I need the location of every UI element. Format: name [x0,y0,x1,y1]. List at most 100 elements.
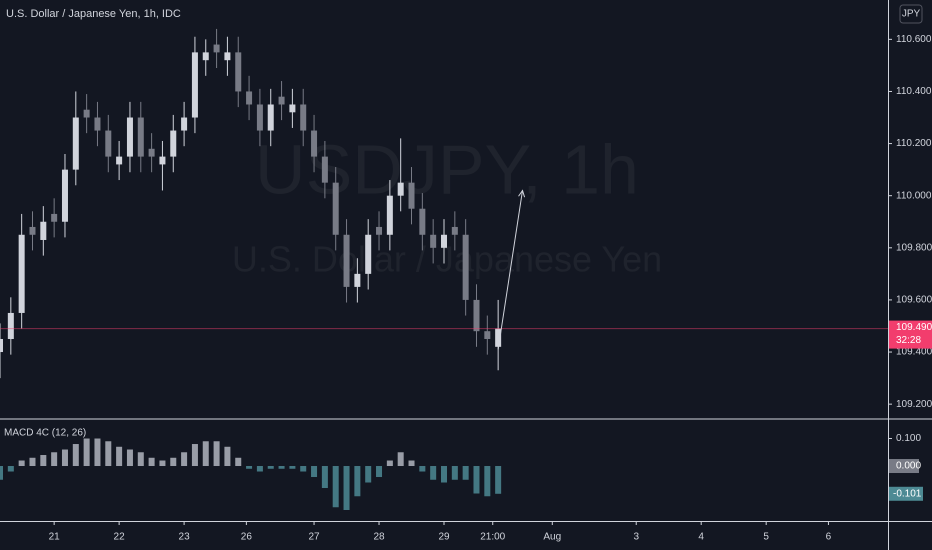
x-tick-label: 23 [179,532,191,543]
candle-body [40,221,47,240]
arrow [497,190,524,350]
macd-bar [311,466,318,478]
candle-body [300,104,307,131]
macd-title: MACD 4C (12, 26) [4,428,86,439]
x-tick-label: 21:00 [480,532,505,543]
macd-bar [289,466,296,469]
candle-body [83,109,90,118]
candle-body [321,156,328,183]
y-tick-label: 109.800 [896,242,932,253]
macd-bar [94,438,101,467]
macd-zero-tag [889,459,919,474]
y-tick-label: 110.400 [896,86,932,97]
candle-body [397,182,404,196]
candle-body [267,104,274,131]
candle-body [441,234,447,248]
macd-zero-label: 0.000 [896,461,921,472]
y-tick-label: 110.000 [896,190,932,201]
macd-bar [7,466,14,472]
x-tick-label: 6 [826,532,832,543]
candle-body [278,96,285,105]
macd-bar [181,452,188,467]
macd-bar [18,460,25,467]
macd-bar [235,457,242,467]
x-tick-label: 3 [633,532,639,543]
candle-body [29,226,36,235]
candle-body [61,169,68,222]
candle-body [419,208,426,235]
macd-bar [213,441,220,467]
macd-bar [354,466,361,497]
macd-bar [300,466,307,472]
macd-bar [170,457,177,467]
candle-body [386,195,393,235]
macd-bar [397,452,404,467]
macd-bar [441,466,447,483]
candle-body [18,234,25,313]
last-price-label: 109.490 [896,322,932,333]
macd-last-tag [889,486,923,501]
candle-body [126,117,133,157]
x-tick-label: 29 [438,532,450,543]
candle-body [451,226,458,235]
last-price-tag [889,320,932,349]
candle-body [256,104,263,131]
macd-bar [321,466,328,489]
chart-title: U.S. Dollar / Japanese Yen, 1h, IDC [6,8,181,20]
macd-bar [473,466,480,494]
x-tick-label: Aug [543,532,561,543]
candle-body [332,182,339,235]
macd-bar [202,441,209,467]
y-tick-label: 110.600 [896,34,932,45]
candle-body [462,234,469,300]
candle-body [170,130,177,157]
y-tick-label: 109.400 [896,347,932,358]
macd-last-label: -0.101 [893,488,922,499]
candle-body [7,312,14,340]
macd-bar [61,449,68,467]
countdown: 32:28 [896,335,921,346]
candle-body [116,156,123,165]
macd-bar [105,441,112,467]
candle-body [311,130,318,157]
x-tick-label: 22 [114,532,126,543]
macd-bar [278,466,285,469]
macd-bar [462,466,469,480]
y-tick-label: 110.200 [896,138,932,149]
arrow-head [518,189,526,198]
macd-bar [40,455,47,467]
currency[interactable]: JPY [902,9,921,20]
candle-body [495,328,502,347]
candle-body [343,234,350,287]
candle-body [0,339,3,353]
macd-bar [137,452,144,467]
macd-bar [0,466,3,480]
candle-body [354,273,361,287]
macd-bar [51,452,58,467]
macd-bar [246,466,253,469]
macd-bar [376,466,383,478]
candle-body [473,299,480,332]
candle-body [408,182,415,209]
currency-box[interactable] [899,4,923,24]
x-tick-label: 28 [373,532,385,543]
candle-body [235,52,242,92]
candle-body [376,226,383,235]
candle-body [213,44,220,53]
candle-body [137,117,144,157]
x-tick-label: 21 [49,532,61,543]
macd-y-tick-label: 0.100 [896,433,921,444]
candle-body [289,104,296,113]
candle-body [224,52,231,61]
candle-body [72,117,79,170]
x-tick-label: 26 [241,532,253,543]
x-tick-label: 5 [763,532,769,543]
candle-body [148,148,155,157]
y-tick-label: 109.200 [896,399,932,410]
x-tick-label: 27 [308,532,320,543]
candle-body [181,117,188,131]
candle-body [484,331,491,340]
macd-bar [159,460,166,467]
candle-body [365,234,372,274]
